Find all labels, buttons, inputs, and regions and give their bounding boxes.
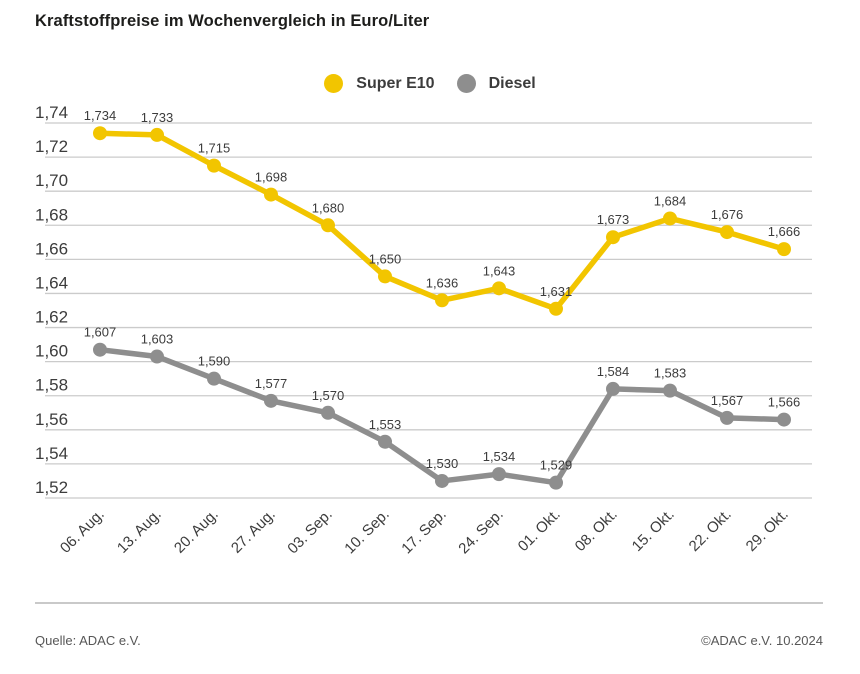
y-axis-tick-label: 1,74 (35, 103, 68, 122)
data-point-diesel (663, 383, 677, 398)
data-point-super-e10 (264, 187, 278, 202)
data-point-super-e10 (321, 218, 335, 233)
data-point-super-e10 (720, 225, 734, 240)
legend-dot-super-e10-icon (324, 74, 344, 93)
data-point-super-e10 (492, 281, 506, 296)
y-axis-tick-label: 1,62 (35, 308, 68, 327)
data-value-label: 1,553 (369, 417, 402, 432)
data-point-diesel (720, 410, 734, 425)
data-value-label: 1,530 (426, 456, 459, 471)
data-value-label: 1,566 (768, 395, 801, 410)
x-axis-tick-label: 08. Okt. (572, 506, 621, 555)
data-value-label: 1,529 (540, 458, 573, 473)
data-value-label: 1,567 (711, 393, 744, 408)
data-value-label: 1,584 (597, 364, 630, 379)
data-point-super-e10 (93, 126, 107, 141)
data-point-super-e10 (663, 211, 677, 226)
data-value-label: 1,734 (84, 108, 117, 123)
x-axis-tick-label: 15. Okt. (629, 506, 678, 555)
legend-label-super-e10: Super E10 (356, 74, 435, 92)
y-axis-tick-label: 1,52 (35, 478, 68, 497)
series-line-diesel (97, 346, 787, 486)
data-point-super-e10 (606, 230, 620, 245)
chart-legend: Super E10 Diesel (0, 74, 860, 93)
chart-footer: Quelle: ADAC e.V. ©ADAC e.V. 10.2024 (35, 633, 823, 648)
x-axis-tick-label: 06. Aug. (57, 506, 108, 557)
y-axis-tick-label: 1,70 (35, 171, 68, 190)
data-value-label: 1,673 (597, 212, 630, 227)
legend-item-super-e10: Super E10 (324, 74, 435, 93)
y-axis-tick-label: 1,66 (35, 239, 68, 258)
x-axis-tick-label: 13. Aug. (114, 506, 165, 557)
data-value-label: 1,676 (711, 207, 744, 222)
y-axis-tick-label: 1,56 (35, 410, 68, 429)
y-axis-tick-label: 1,72 (35, 137, 68, 156)
data-point-super-e10 (777, 242, 791, 257)
data-value-label: 1,607 (84, 325, 117, 340)
y-axis-tick-label: 1,58 (35, 376, 68, 395)
data-value-label: 1,570 (312, 388, 345, 403)
y-axis-tick-label: 1,54 (35, 444, 68, 463)
data-value-label: 1,636 (426, 275, 459, 290)
y-axis-tick-label: 1,64 (35, 273, 68, 292)
data-point-diesel (606, 381, 620, 396)
chart-title: Kraftstoffpreise im Wochenvergleich in E… (35, 12, 430, 30)
x-axis-tick-label: 03. Sep. (284, 506, 336, 558)
data-point-diesel (492, 467, 506, 482)
x-axis-tick-label: 10. Sep. (341, 506, 393, 558)
data-value-label: 1,631 (540, 284, 573, 299)
legend-label-diesel: Diesel (488, 74, 536, 92)
data-point-diesel (207, 371, 221, 386)
legend-dot-diesel-icon (456, 74, 476, 93)
data-point-diesel (378, 434, 392, 449)
data-point-super-e10 (378, 269, 392, 284)
data-value-label: 1,698 (255, 170, 288, 185)
x-axis-tick-label: 20. Aug. (171, 506, 222, 557)
y-axis-tick-label: 1,68 (35, 205, 68, 224)
data-point-diesel (777, 412, 791, 427)
data-value-label: 1,684 (654, 193, 687, 208)
data-point-diesel (150, 349, 164, 364)
data-value-label: 1,733 (141, 110, 174, 125)
data-point-super-e10 (435, 293, 449, 308)
x-axis-tick-label: 29. Okt. (743, 506, 792, 555)
data-point-diesel (321, 405, 335, 420)
source-note: Quelle: ADAC e.V. (35, 633, 141, 648)
data-value-label: 1,577 (255, 376, 288, 391)
data-point-super-e10 (207, 158, 221, 173)
data-value-label: 1,643 (483, 263, 516, 278)
legend-item-diesel: Diesel (456, 74, 536, 93)
x-axis-tick-label: 01. Okt. (515, 506, 564, 555)
data-point-diesel (549, 475, 563, 490)
data-point-diesel (93, 342, 107, 357)
data-point-super-e10 (150, 127, 164, 142)
x-axis-tick-label: 24. Sep. (455, 506, 507, 558)
data-value-label: 1,715 (198, 141, 231, 156)
data-point-diesel (435, 473, 449, 488)
x-axis-tick-label: 17. Sep. (398, 506, 450, 558)
x-axis-tick-label: 27. Aug. (228, 506, 279, 557)
y-axis-tick-label: 1,60 (35, 342, 68, 361)
data-value-label: 1,534 (483, 449, 516, 464)
data-value-label: 1,666 (768, 224, 801, 239)
data-value-label: 1,680 (312, 200, 345, 215)
x-axis-tick-label: 22. Okt. (686, 506, 735, 555)
data-value-label: 1,590 (198, 354, 231, 369)
data-value-label: 1,650 (369, 251, 402, 266)
copyright-note: ©ADAC e.V. 10.2024 (701, 633, 823, 648)
data-value-label: 1,603 (141, 332, 174, 347)
data-point-diesel (264, 393, 278, 408)
footer-separator (35, 602, 823, 604)
data-value-label: 1,583 (654, 366, 687, 381)
series-line-super-e10 (97, 130, 787, 312)
data-point-super-e10 (549, 301, 563, 316)
